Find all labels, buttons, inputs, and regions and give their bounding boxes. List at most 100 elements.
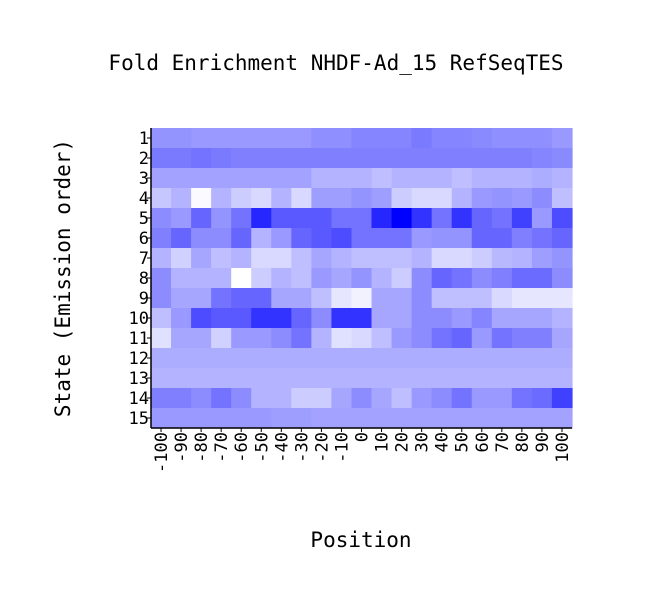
heatmap-cell	[211, 388, 232, 409]
x-tick-label: 100	[553, 432, 573, 463]
heatmap-cell	[211, 368, 232, 389]
heatmap-cell	[551, 308, 573, 329]
heatmap-cell	[211, 328, 232, 349]
heatmap-cell	[511, 368, 533, 389]
heatmap-cell	[151, 148, 172, 169]
heatmap-cell	[531, 268, 553, 289]
heatmap-cell	[191, 168, 212, 189]
heatmap-cell	[171, 168, 192, 189]
heatmap-cell	[271, 208, 292, 229]
heatmap-cell	[451, 288, 473, 309]
heatmap-cell	[551, 128, 573, 149]
heatmap-cell	[191, 188, 212, 209]
heatmap-cell	[471, 368, 493, 389]
heatmap-cell	[431, 248, 453, 269]
heatmap-cell	[471, 248, 493, 269]
heatmap-cell	[351, 228, 373, 249]
heatmap-cell	[191, 288, 212, 309]
heatmap-cell	[331, 208, 353, 229]
heatmap-cell	[371, 268, 393, 289]
heatmap-cell	[451, 328, 473, 349]
heatmap-cell	[491, 288, 513, 309]
y-tick-label: 10	[129, 309, 149, 329]
heatmap-cell	[411, 408, 433, 429]
x-tick-label: 20	[393, 432, 413, 452]
heatmap-cell	[271, 408, 292, 429]
heatmap-cell	[471, 388, 493, 409]
x-tick-labels: -100 -90 -80 -70 -60 -50 -40 -30 -20 -10 0 10 20 30 40…	[152, 428, 573, 473]
heatmap-cell	[171, 328, 192, 349]
heatmap-cell	[551, 268, 573, 289]
heatmap-cell	[231, 128, 252, 149]
heatmap-cell	[231, 248, 252, 269]
y-tick-label: 7	[139, 249, 149, 269]
heatmap-cell	[451, 368, 473, 389]
x-tick-label: 30	[413, 432, 433, 452]
y-tick-label: 11	[129, 329, 149, 349]
heatmap-cell	[251, 248, 272, 269]
heatmap-cell	[291, 388, 312, 409]
heatmap-cell	[271, 268, 292, 289]
heatmap-cell	[251, 228, 272, 249]
heatmap-cell	[531, 288, 553, 309]
heatmap-cell	[231, 288, 252, 309]
heatmap-cell	[551, 288, 573, 309]
heatmap-cell	[511, 388, 533, 409]
heatmap-cell	[511, 408, 533, 429]
heatmap-cell	[331, 248, 353, 269]
heatmap-cell	[491, 128, 513, 149]
heatmap-cell	[311, 388, 333, 409]
heatmap-cell	[291, 288, 312, 309]
heatmap-cell	[511, 248, 533, 269]
heatmap-cell	[391, 148, 413, 169]
heatmap-cell	[331, 408, 353, 429]
heatmap-cell	[491, 268, 513, 289]
heatmap-cell	[451, 268, 473, 289]
heatmap-cell	[391, 268, 413, 289]
heatmap-cell	[311, 268, 333, 289]
x-tick-label: -30	[292, 432, 312, 463]
heatmap-cell	[231, 188, 252, 209]
heatmap-cell	[451, 148, 473, 169]
heatmap-cell	[411, 168, 433, 189]
heatmap-cell	[191, 308, 212, 329]
heatmap-cell	[231, 388, 252, 409]
heatmap-cell	[251, 208, 272, 229]
heatmap-cell	[531, 148, 553, 169]
x-tick-label: -20	[312, 432, 332, 463]
heatmap-cell	[511, 128, 533, 149]
heatmap-cell	[211, 148, 232, 169]
heatmap-cell	[471, 328, 493, 349]
heatmap-cell	[211, 308, 232, 329]
heatmap-cell	[491, 208, 513, 229]
heatmap-cell	[351, 368, 373, 389]
heatmap-cell	[271, 368, 292, 389]
heatmap-cell	[311, 248, 333, 269]
heatmap-cell	[191, 328, 212, 349]
heatmap-cell	[371, 328, 393, 349]
heatmap-cell	[191, 248, 212, 269]
x-axis-label: Position	[310, 528, 411, 552]
heatmap-cell	[271, 228, 292, 249]
x-tick-label: 90	[533, 432, 553, 452]
heatmap-cell	[551, 208, 573, 229]
heatmap-cell	[291, 228, 312, 249]
heatmap-cell	[451, 228, 473, 249]
heatmap-cell	[191, 228, 212, 249]
x-tick-label: -70	[212, 432, 232, 463]
heatmap-cell	[191, 408, 212, 429]
heatmap-cell	[491, 388, 513, 409]
heatmap-cell	[431, 308, 453, 329]
heatmap-cell	[371, 348, 393, 369]
heatmap-cell	[431, 128, 453, 149]
heatmap-cell	[391, 208, 413, 229]
heatmap-cell	[211, 128, 232, 149]
heatmap-cell	[371, 168, 393, 189]
heatmap-cell	[171, 208, 192, 229]
heatmap-cell	[531, 388, 553, 409]
heatmap-cell	[351, 328, 373, 349]
heatmap-cell	[211, 268, 232, 289]
heatmap-cell	[291, 348, 312, 369]
heatmap-cell	[411, 368, 433, 389]
heatmap-cell	[511, 148, 533, 169]
